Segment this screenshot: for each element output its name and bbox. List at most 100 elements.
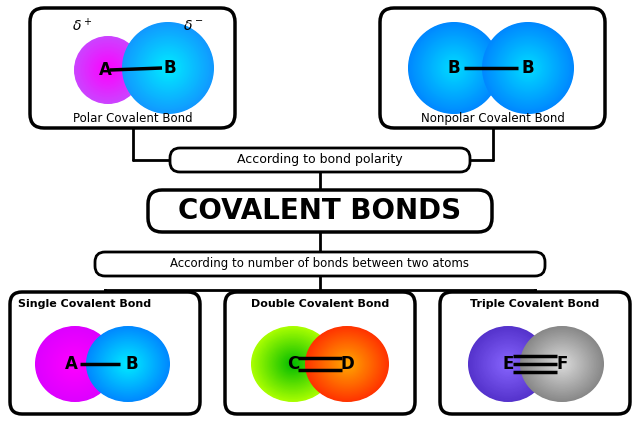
Ellipse shape xyxy=(80,42,136,98)
Ellipse shape xyxy=(540,344,584,384)
Ellipse shape xyxy=(330,348,365,380)
Ellipse shape xyxy=(321,340,374,388)
Ellipse shape xyxy=(152,52,184,84)
Ellipse shape xyxy=(511,51,545,85)
Ellipse shape xyxy=(165,65,171,71)
Ellipse shape xyxy=(423,37,485,99)
Ellipse shape xyxy=(89,51,127,89)
Ellipse shape xyxy=(87,49,129,91)
Ellipse shape xyxy=(429,43,479,93)
Ellipse shape xyxy=(328,347,366,381)
Text: A: A xyxy=(99,61,111,79)
Ellipse shape xyxy=(332,350,362,378)
Ellipse shape xyxy=(541,345,583,383)
Ellipse shape xyxy=(479,336,538,392)
Ellipse shape xyxy=(473,330,543,398)
Ellipse shape xyxy=(126,26,210,110)
Ellipse shape xyxy=(317,337,377,391)
Text: $\delta^-$: $\delta^-$ xyxy=(183,19,204,33)
Ellipse shape xyxy=(269,343,317,386)
Ellipse shape xyxy=(340,358,354,371)
Ellipse shape xyxy=(146,46,190,90)
Ellipse shape xyxy=(61,352,88,377)
Ellipse shape xyxy=(102,341,154,387)
Ellipse shape xyxy=(95,57,120,82)
Ellipse shape xyxy=(470,329,545,400)
Ellipse shape xyxy=(40,330,110,398)
Ellipse shape xyxy=(155,55,181,81)
Ellipse shape xyxy=(419,33,488,103)
Ellipse shape xyxy=(95,57,122,84)
Ellipse shape xyxy=(501,41,555,95)
Ellipse shape xyxy=(90,329,166,399)
Ellipse shape xyxy=(515,55,541,81)
Ellipse shape xyxy=(273,346,312,382)
Ellipse shape xyxy=(81,43,134,97)
Ellipse shape xyxy=(550,353,574,375)
Ellipse shape xyxy=(521,61,535,75)
Ellipse shape xyxy=(259,334,326,395)
Ellipse shape xyxy=(92,54,124,87)
Ellipse shape xyxy=(158,58,178,78)
FancyBboxPatch shape xyxy=(10,292,200,414)
Ellipse shape xyxy=(492,32,564,104)
Ellipse shape xyxy=(491,31,565,106)
Ellipse shape xyxy=(499,39,557,97)
Ellipse shape xyxy=(409,23,499,113)
Text: B: B xyxy=(164,59,176,77)
Ellipse shape xyxy=(488,28,568,108)
Ellipse shape xyxy=(420,35,487,101)
Text: According to bond polarity: According to bond polarity xyxy=(237,154,403,167)
Ellipse shape xyxy=(330,349,364,379)
Ellipse shape xyxy=(332,351,362,377)
Ellipse shape xyxy=(167,67,169,69)
Ellipse shape xyxy=(122,359,134,369)
Ellipse shape xyxy=(252,327,333,401)
Ellipse shape xyxy=(331,349,363,379)
Ellipse shape xyxy=(83,44,134,95)
Ellipse shape xyxy=(321,341,373,387)
Ellipse shape xyxy=(497,354,518,374)
Ellipse shape xyxy=(163,62,173,74)
Ellipse shape xyxy=(86,326,170,402)
Ellipse shape xyxy=(520,326,604,402)
Ellipse shape xyxy=(137,37,199,99)
Ellipse shape xyxy=(251,326,335,402)
Ellipse shape xyxy=(95,334,161,395)
Ellipse shape xyxy=(289,360,297,368)
Ellipse shape xyxy=(122,358,134,370)
Ellipse shape xyxy=(506,46,550,90)
Ellipse shape xyxy=(271,344,316,384)
Ellipse shape xyxy=(93,333,163,396)
Ellipse shape xyxy=(63,353,86,375)
Ellipse shape xyxy=(485,25,571,111)
Ellipse shape xyxy=(514,54,542,82)
Ellipse shape xyxy=(495,35,561,101)
Ellipse shape xyxy=(468,327,547,401)
Ellipse shape xyxy=(308,329,385,399)
Ellipse shape xyxy=(495,352,521,376)
Ellipse shape xyxy=(288,360,298,368)
Ellipse shape xyxy=(435,49,473,87)
Ellipse shape xyxy=(163,63,173,73)
Ellipse shape xyxy=(493,33,563,103)
Ellipse shape xyxy=(503,43,553,93)
Ellipse shape xyxy=(437,51,470,85)
FancyBboxPatch shape xyxy=(95,252,545,276)
Ellipse shape xyxy=(447,60,461,76)
Ellipse shape xyxy=(255,329,332,399)
Ellipse shape xyxy=(162,62,174,74)
Ellipse shape xyxy=(143,43,193,93)
Ellipse shape xyxy=(531,336,593,392)
Ellipse shape xyxy=(436,51,471,85)
Ellipse shape xyxy=(119,356,137,372)
Ellipse shape xyxy=(561,363,563,365)
Ellipse shape xyxy=(493,350,523,378)
Ellipse shape xyxy=(503,360,513,368)
Ellipse shape xyxy=(67,356,84,372)
Text: Nonpolar Covalent Bond: Nonpolar Covalent Bond xyxy=(420,111,564,124)
Ellipse shape xyxy=(133,33,203,103)
Ellipse shape xyxy=(124,24,212,112)
Ellipse shape xyxy=(472,330,544,398)
Ellipse shape xyxy=(267,341,319,387)
